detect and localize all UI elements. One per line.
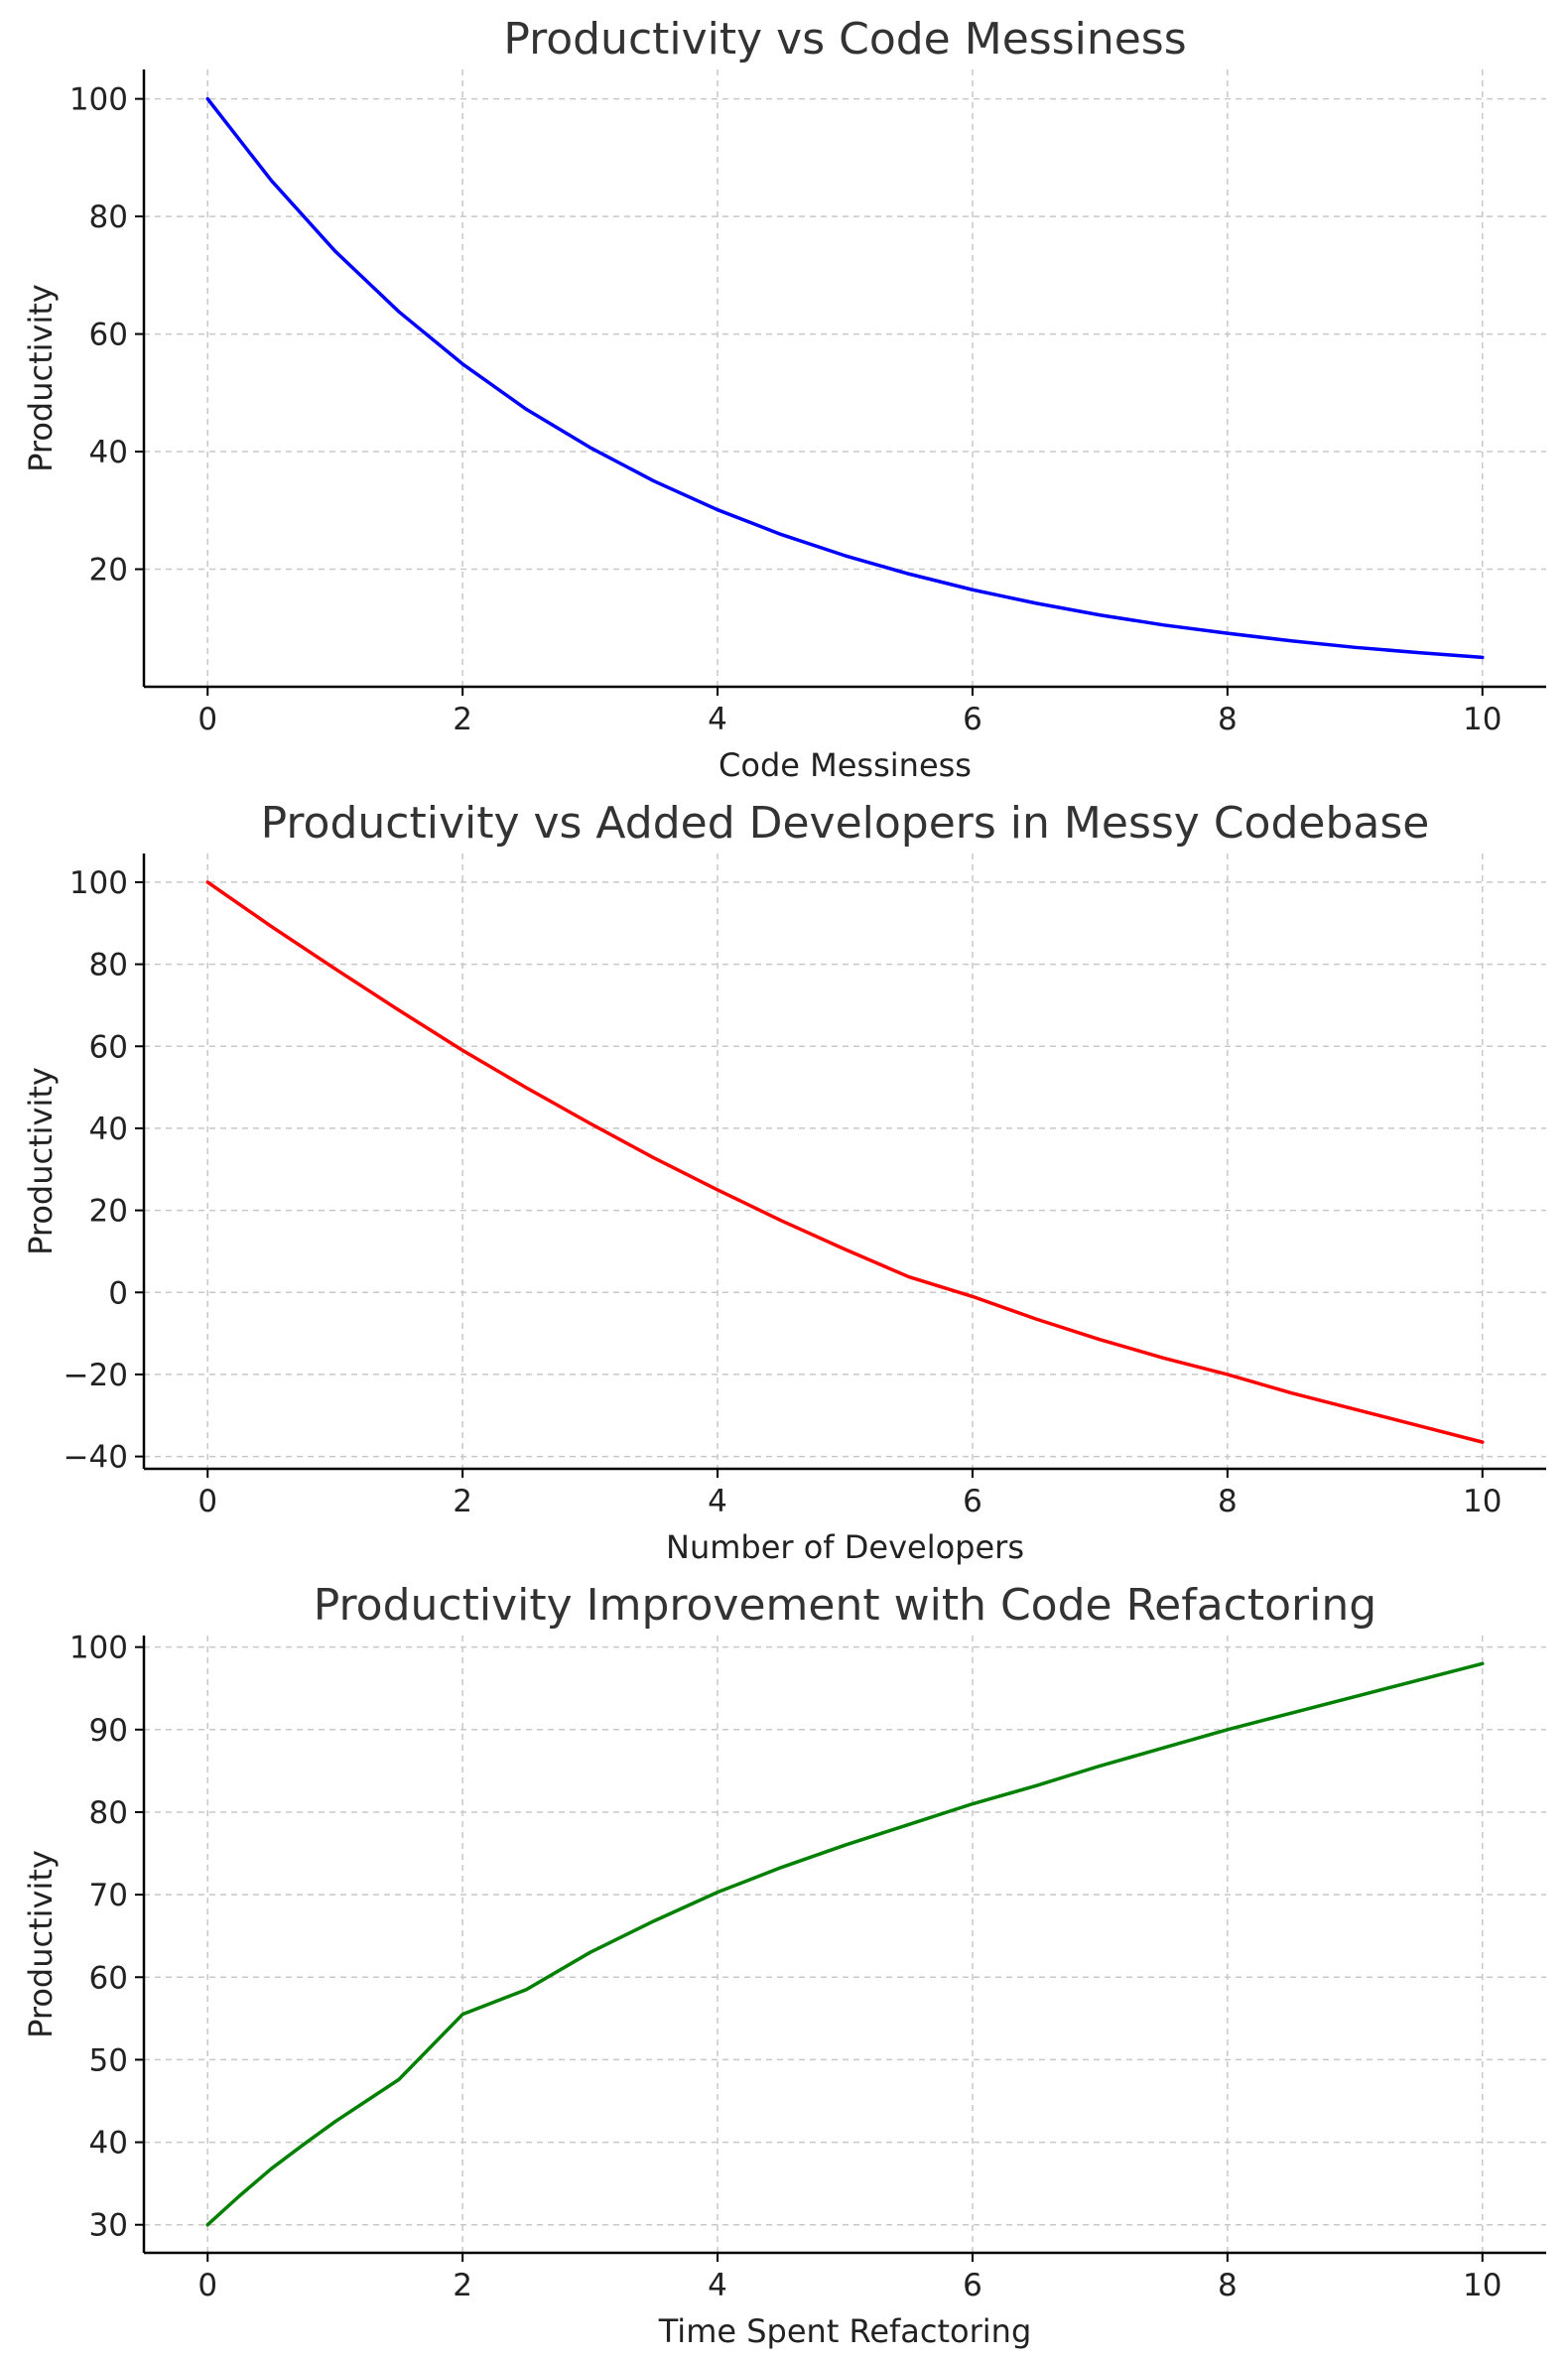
y-axis-label: Productivity: [22, 1850, 60, 2038]
x-tick-label: 4: [708, 1484, 727, 1519]
y-tick-label: 0: [108, 1275, 128, 1311]
x-axis-label: Time Spent Refactoring: [658, 2312, 1032, 2350]
x-tick-label: 4: [708, 702, 727, 737]
x-axis-label: Number of Developers: [666, 1528, 1024, 1566]
chart-title: Productivity vs Added Developers in Mess…: [261, 798, 1430, 849]
y-tick-label: 80: [89, 948, 128, 984]
y-tick-label: 20: [89, 1194, 128, 1230]
x-tick-label: 8: [1218, 1484, 1238, 1519]
chart-title: Productivity Improvement with Code Refac…: [314, 1580, 1376, 1631]
x-tick-label: 6: [963, 1484, 982, 1519]
chart-title: Productivity vs Code Messiness: [503, 14, 1186, 65]
y-tick-label: 70: [89, 1878, 128, 1913]
x-axis-label: Code Messiness: [719, 746, 972, 784]
y-axis-label: Productivity: [22, 284, 60, 472]
x-tick-label: 10: [1463, 1484, 1502, 1519]
x-tick-label: 8: [1218, 2268, 1238, 2303]
x-tick-label: 8: [1218, 702, 1238, 737]
x-tick-label: 6: [963, 2268, 982, 2303]
chart-3: 0 2 4 6 8 10 30 40 50 60 70 80 90 100 Productivity Imp…: [22, 1580, 1546, 2350]
series-line-1: [205, 880, 1485, 1444]
x-tick-label: 0: [197, 2268, 217, 2303]
x-tick-label: 2: [453, 702, 472, 737]
y-tick-label: 100: [69, 82, 128, 118]
y-tick-label: 80: [89, 199, 128, 235]
y-tick-label: 30: [89, 2208, 128, 2244]
y-tick-label: 80: [89, 1795, 128, 1831]
y-axis-label: Productivity: [22, 1067, 60, 1255]
x-tick-label: 10: [1463, 702, 1502, 737]
x-tick-label: 0: [197, 1484, 217, 1519]
x-tick-label: 2: [453, 2268, 472, 2303]
x-tick-label: 2: [453, 1484, 472, 1519]
y-tick-label: 100: [69, 1631, 128, 1666]
y-tick-label: 40: [89, 2126, 128, 2162]
series-line-1: [205, 96, 1485, 660]
chart-2: 0 2 4 6 8 10 −40 −20 0 20 40 60 80 100 Productivity vs…: [22, 798, 1546, 1566]
y-tick-label: 60: [89, 1029, 128, 1065]
y-tick-label: 90: [89, 1713, 128, 1749]
x-tick-label: 6: [963, 702, 982, 737]
y-tick-label: −40: [64, 1440, 128, 1476]
y-tick-label: 100: [69, 865, 128, 901]
y-tick-label: 60: [89, 1960, 128, 1996]
series-line-1: [205, 1661, 1485, 2227]
x-tick-label: 4: [708, 2268, 727, 2303]
y-tick-label: −20: [64, 1358, 128, 1393]
y-tick-label: 40: [89, 1112, 128, 1147]
x-tick-label: 0: [197, 702, 217, 737]
y-tick-label: 40: [89, 435, 128, 470]
y-tick-label: 50: [89, 2042, 128, 2078]
y-tick-label: 20: [89, 553, 128, 589]
x-tick-label: 10: [1463, 2268, 1502, 2303]
chart-1: 0 2 4 6 8 10 20 40 60 80 100 Productivity vs Code M…: [22, 14, 1546, 784]
y-tick-label: 60: [89, 318, 128, 353]
